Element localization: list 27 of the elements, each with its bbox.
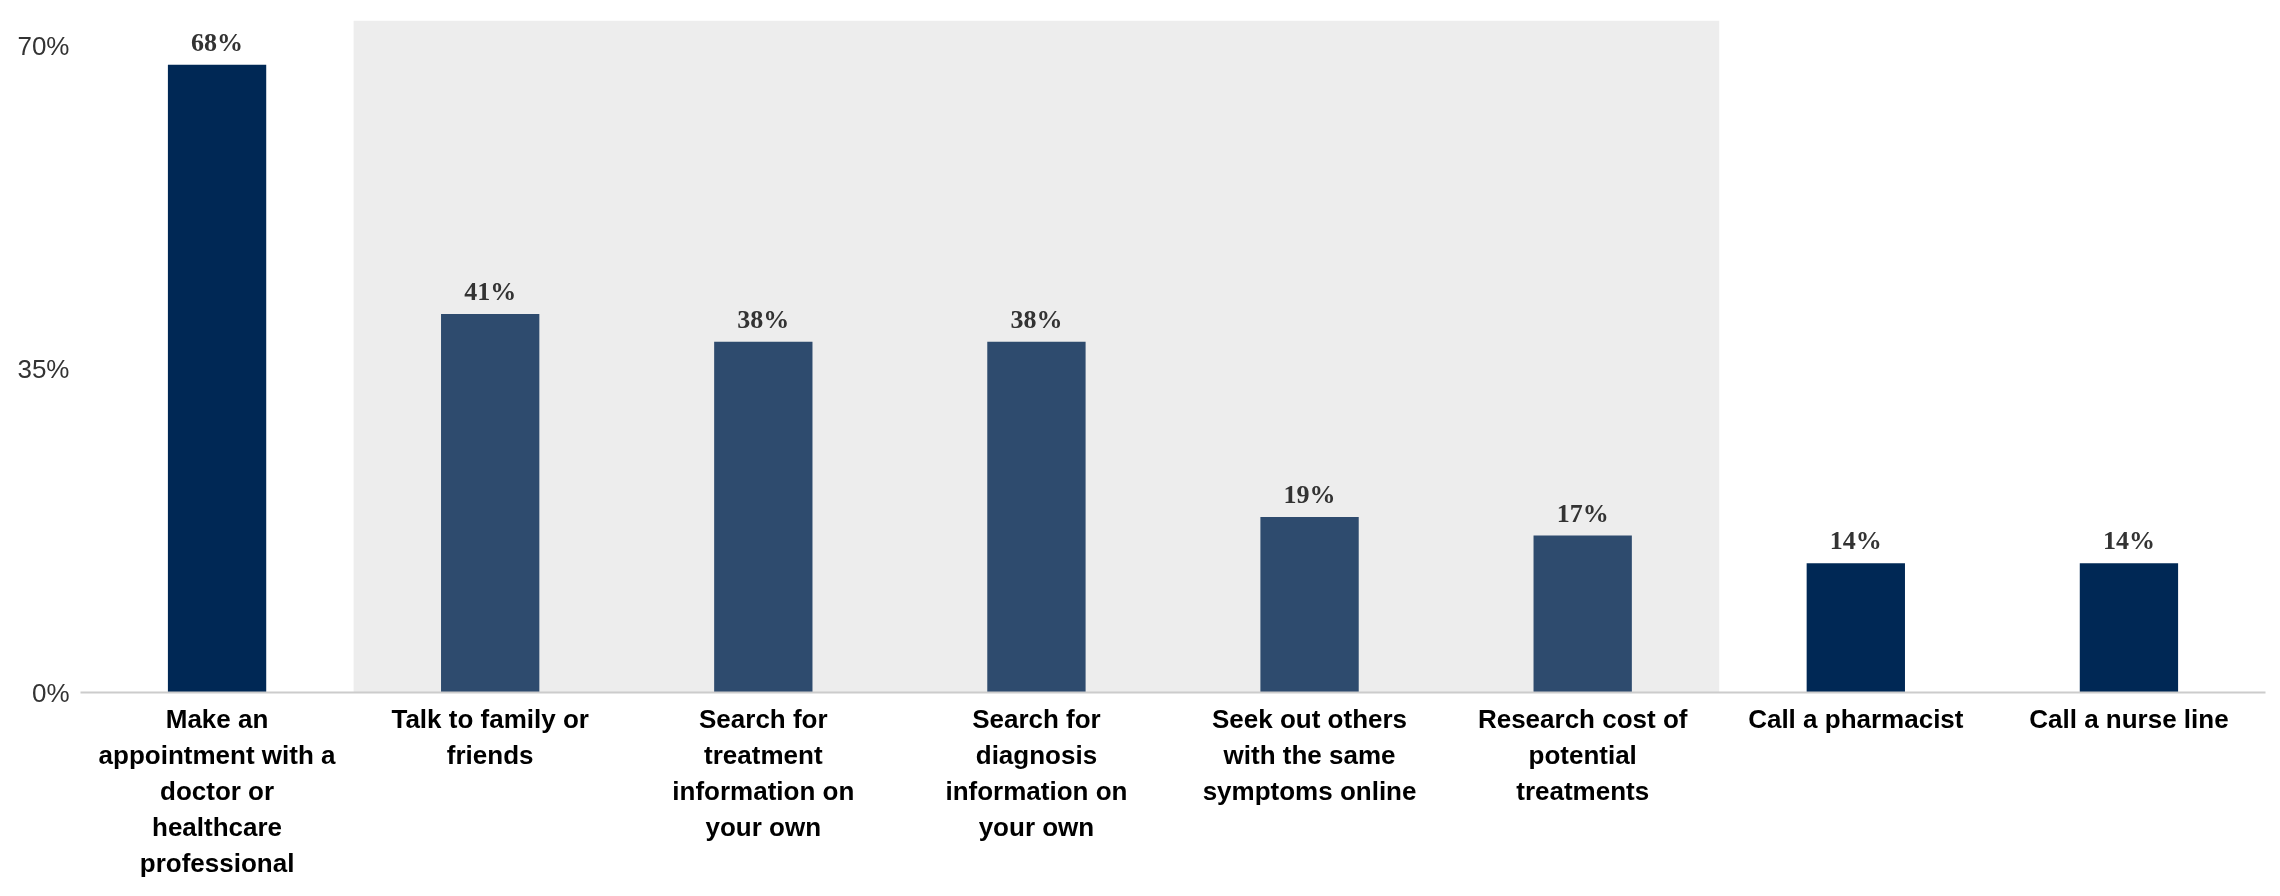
bar — [714, 341, 813, 693]
data-label: 17% — [1556, 498, 1609, 528]
bar — [1533, 535, 1632, 693]
bar — [2079, 563, 2179, 693]
x-tick-label: Search for treatment information on your own — [672, 703, 855, 842]
data-label: 14% — [2102, 526, 2155, 556]
bar — [1260, 517, 1359, 693]
x-tick-label: Make an appointment with a doctor or healthcare professional — [98, 703, 337, 878]
x-tick-label: Call a nurse line — [2029, 703, 2229, 734]
x-tick-label: Talk to family or friends — [391, 703, 589, 770]
bar — [441, 314, 540, 693]
bar — [1806, 563, 1905, 693]
data-label: 14% — [1829, 526, 1882, 556]
data-label: 38% — [1010, 304, 1063, 334]
x-tick-label: Search for diagnosis information on your own — [945, 703, 1128, 842]
bar — [167, 64, 267, 693]
data-label: 68% — [191, 27, 244, 57]
y-tick-label: 0% — [31, 677, 70, 708]
y-tick-label: 70% — [17, 31, 70, 62]
x-tick-label: Seek out others with the same symptoms online — [1202, 703, 1417, 806]
x-tick-label: Research cost of potential treatments — [1477, 703, 1688, 806]
data-label: 19% — [1283, 480, 1336, 510]
x-tick-label: Call a pharmacist — [1748, 703, 1964, 734]
y-tick-label: 35% — [17, 354, 70, 385]
data-label: 41% — [464, 277, 517, 307]
data-label: 38% — [737, 304, 790, 334]
bar — [987, 341, 1086, 693]
